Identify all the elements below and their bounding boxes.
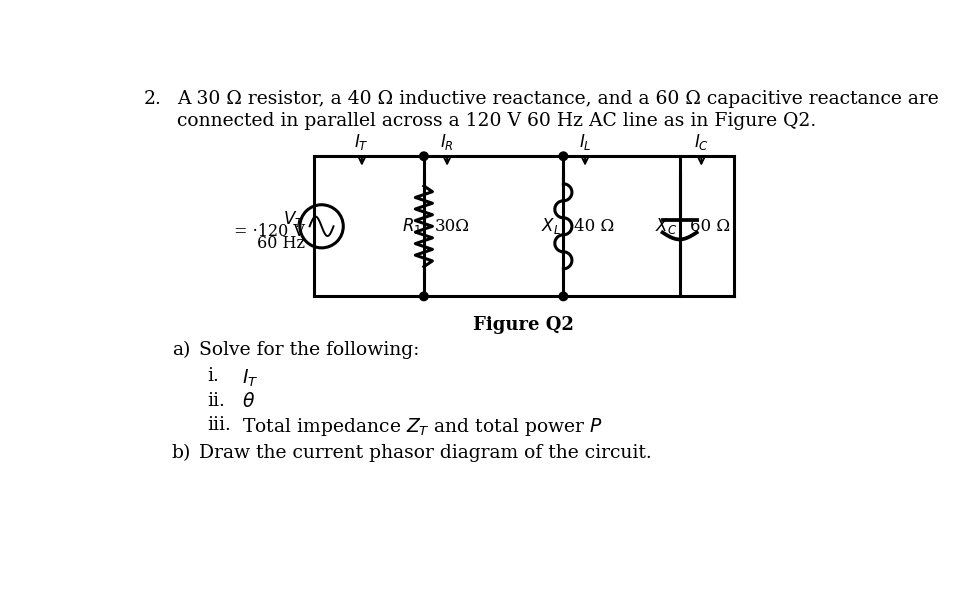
Circle shape xyxy=(419,152,428,161)
Text: Draw the current phasor diagram of the circuit.: Draw the current phasor diagram of the c… xyxy=(199,444,652,462)
Text: iii.: iii. xyxy=(207,417,231,434)
Circle shape xyxy=(559,292,567,301)
Text: $I_R$: $I_R$ xyxy=(440,132,454,152)
Text: = ·120 V: = ·120 V xyxy=(234,224,305,240)
Text: $V_T$: $V_T$ xyxy=(283,209,305,228)
Text: connected in parallel across a 120 V 60 Hz AC line as in Figure Q2.: connected in parallel across a 120 V 60 … xyxy=(177,111,816,130)
Circle shape xyxy=(559,152,567,161)
Text: $I_L$: $I_L$ xyxy=(579,132,592,152)
Text: $X_L$: $X_L$ xyxy=(541,216,561,236)
Text: a): a) xyxy=(172,341,191,359)
Text: b): b) xyxy=(172,444,192,462)
Text: $I_T$: $I_T$ xyxy=(241,367,258,389)
Text: Total impedance $Z_T$ and total power $P$: Total impedance $Z_T$ and total power $P… xyxy=(241,417,602,438)
Text: Figure Q2: Figure Q2 xyxy=(474,315,574,334)
Text: ii.: ii. xyxy=(207,392,225,410)
Text: i.: i. xyxy=(207,367,219,385)
Text: 30Ω: 30Ω xyxy=(435,218,470,235)
Circle shape xyxy=(419,292,428,301)
Text: 60 Ω: 60 Ω xyxy=(691,218,731,235)
Text: $I_C$: $I_C$ xyxy=(694,132,708,152)
Text: $X_C$: $X_C$ xyxy=(655,216,677,236)
Text: $R_1$: $R_1$ xyxy=(402,216,421,236)
Text: 60 Hz: 60 Hz xyxy=(257,234,305,252)
Text: $\theta$: $\theta$ xyxy=(241,392,255,411)
Text: $I_T$: $I_T$ xyxy=(354,132,370,152)
Text: 2.: 2. xyxy=(143,90,162,108)
Text: A 30 Ω resistor, a 40 Ω inductive reactance, and a 60 Ω capacitive reactance are: A 30 Ω resistor, a 40 Ω inductive reacta… xyxy=(177,90,939,108)
Text: 40 Ω: 40 Ω xyxy=(574,218,615,235)
Text: Solve for the following:: Solve for the following: xyxy=(199,341,419,359)
